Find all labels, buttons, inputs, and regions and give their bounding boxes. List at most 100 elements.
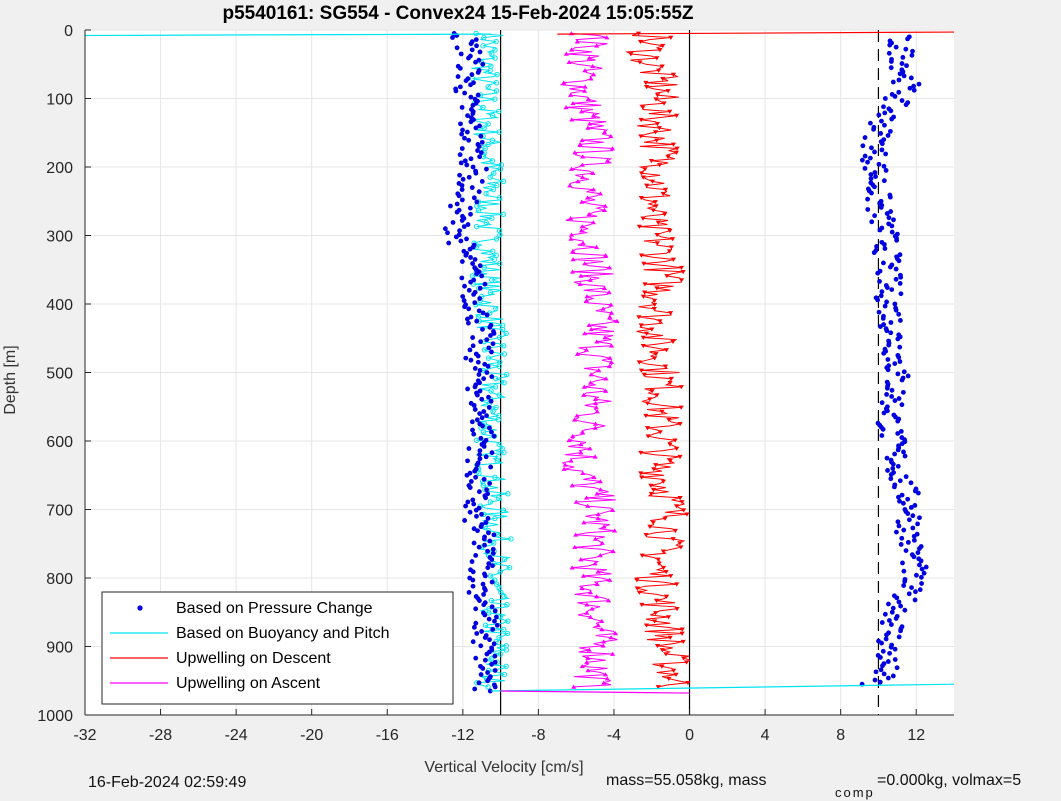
y-tick-label: 1000 xyxy=(37,708,73,725)
descent-point xyxy=(638,253,645,258)
ascent-point xyxy=(587,277,594,282)
pressure-point xyxy=(876,112,882,118)
y-axis-label: Depth [m] xyxy=(2,345,19,414)
footer-timestamp: 16-Feb-2024 02:59:49 xyxy=(88,774,247,791)
pressure-point xyxy=(481,592,487,597)
pressure-point xyxy=(459,146,465,151)
descent-point xyxy=(636,360,642,365)
descent-point xyxy=(628,52,634,57)
pressure-point xyxy=(871,250,877,256)
pressure-point xyxy=(872,677,878,683)
descent-point xyxy=(643,331,650,336)
pressure-point xyxy=(879,640,884,646)
descent-point xyxy=(636,590,642,595)
pressure-point xyxy=(489,661,495,667)
pressure-point xyxy=(469,47,475,53)
ascent-point xyxy=(582,84,588,89)
pressure-point xyxy=(882,611,888,617)
y-tick-label: 300 xyxy=(46,229,73,246)
x-tick-label: 12 xyxy=(907,727,925,744)
buoyancy-point xyxy=(491,170,497,176)
descent-point xyxy=(654,56,660,61)
ascent-point xyxy=(600,643,606,648)
descent-point xyxy=(642,282,648,287)
ascent-point xyxy=(578,557,584,562)
pressure-point xyxy=(486,345,492,351)
pressure-point xyxy=(917,515,922,521)
pressure-point xyxy=(458,238,464,244)
pressure-point xyxy=(901,527,907,533)
pressure-point xyxy=(458,160,464,166)
buoyancy-point xyxy=(500,507,507,513)
pressure-point xyxy=(907,85,913,91)
pressure-point xyxy=(468,279,474,285)
ascent-point xyxy=(590,170,596,175)
buoyancy-point xyxy=(501,380,507,386)
pressure-point xyxy=(486,616,492,622)
pressure-point xyxy=(885,133,891,138)
pressure-point xyxy=(484,413,489,419)
pressure-point xyxy=(464,129,470,135)
pressure-point xyxy=(460,127,465,133)
buoyancy-point xyxy=(481,264,487,271)
pressure-point xyxy=(478,524,484,530)
buoyancy-point xyxy=(494,182,500,189)
pressure-point xyxy=(484,312,490,318)
pressure-point xyxy=(468,314,474,320)
ascent-point xyxy=(571,684,577,689)
ascent-point xyxy=(580,240,586,245)
descent-point xyxy=(659,664,665,669)
pressure-point xyxy=(862,135,868,140)
descent-point xyxy=(666,676,672,682)
pressure-point xyxy=(474,417,480,423)
descent-point xyxy=(667,635,673,640)
pressure-point xyxy=(883,636,889,642)
descent-point xyxy=(654,643,661,649)
buoyancy-point xyxy=(492,384,499,390)
pressure-point xyxy=(486,405,492,410)
pressure-point xyxy=(488,398,494,404)
ascent-point xyxy=(604,35,610,40)
pressure-point xyxy=(879,620,885,625)
buoyancy-point xyxy=(489,112,496,119)
ascent-point xyxy=(596,368,602,373)
pressure-point xyxy=(865,207,871,212)
pressure-point xyxy=(899,492,905,498)
buoyancy-point xyxy=(476,470,482,476)
pressure-point xyxy=(468,119,474,125)
pressure-point xyxy=(882,110,888,116)
pressure-point xyxy=(458,121,463,127)
pressure-point xyxy=(462,90,468,96)
descent-point xyxy=(668,35,674,40)
pressure-point xyxy=(868,172,874,177)
ascent-point xyxy=(585,668,591,673)
pressure-point xyxy=(901,369,907,375)
ascent-point xyxy=(571,417,578,422)
buoyancy-point xyxy=(480,429,487,435)
pressure-point xyxy=(889,116,895,122)
pressure-point xyxy=(490,563,495,569)
buoyancy-point xyxy=(493,236,500,242)
pressure-point xyxy=(888,622,894,627)
descent-point xyxy=(683,660,690,665)
pressure-point xyxy=(470,164,476,170)
pressure-point xyxy=(491,331,497,336)
pressure-point xyxy=(484,651,490,657)
ascent-point xyxy=(591,474,597,480)
ascent-point xyxy=(585,125,591,130)
ascent-point xyxy=(587,614,594,619)
pressure-point xyxy=(919,566,925,572)
legend-swatch xyxy=(137,605,143,611)
descent-point xyxy=(678,278,685,283)
ascent-point xyxy=(609,146,616,151)
ascent-point xyxy=(583,347,590,352)
descent-point xyxy=(663,652,669,657)
pressure-point xyxy=(454,45,460,51)
ascent-point xyxy=(570,248,576,254)
pressure-point xyxy=(896,89,902,95)
ascent-point xyxy=(578,450,584,455)
ascent-point xyxy=(562,462,568,467)
descent-point xyxy=(660,479,666,484)
ascent-point xyxy=(574,351,581,356)
pressure-point xyxy=(892,398,898,403)
